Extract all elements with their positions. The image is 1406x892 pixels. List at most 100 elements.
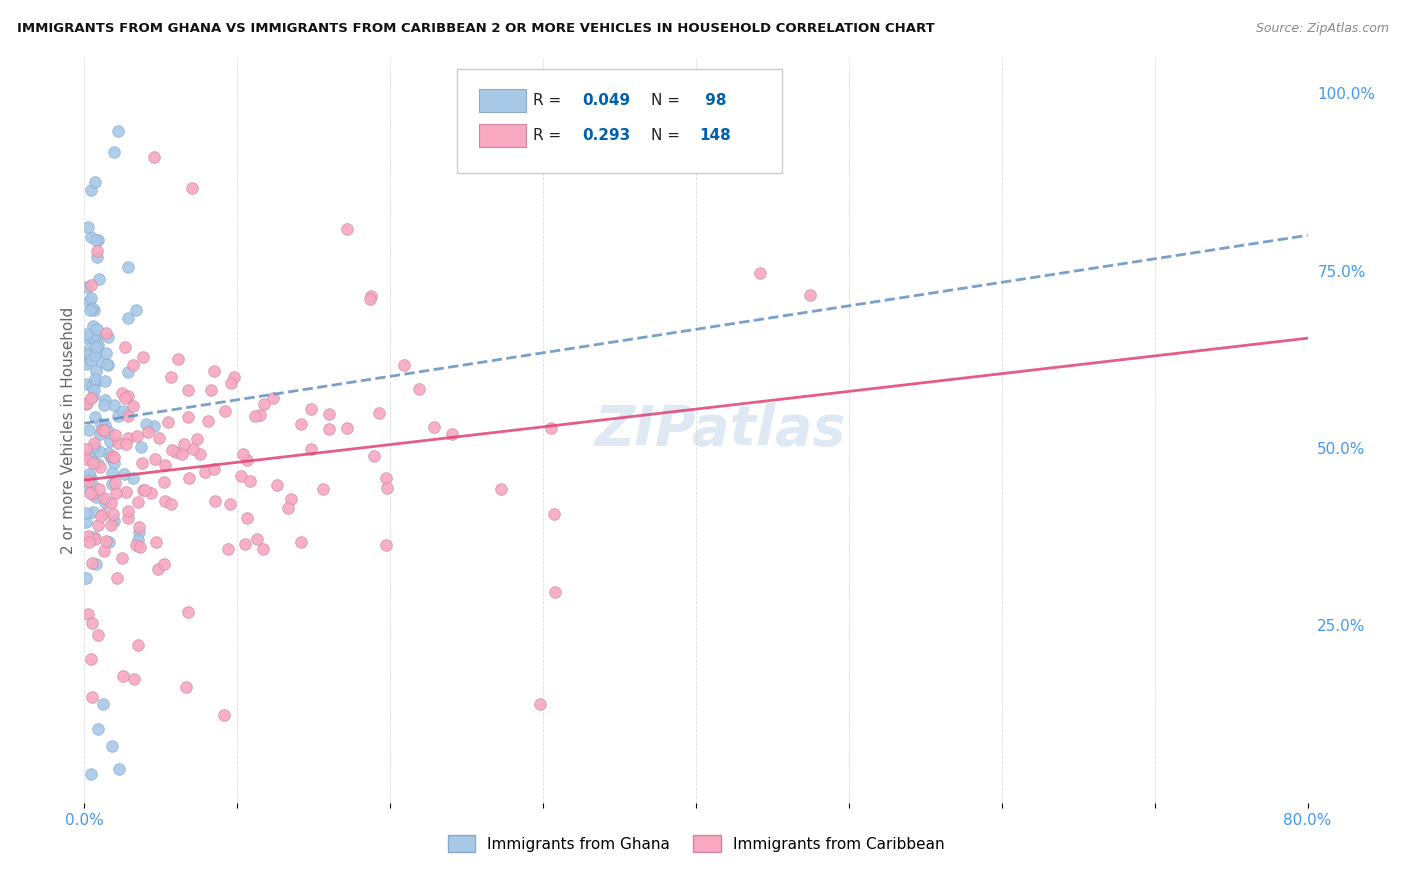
Point xyxy=(84,409,107,424)
Point xyxy=(222,370,245,384)
Point xyxy=(219,497,242,511)
Point xyxy=(115,485,138,500)
Point xyxy=(107,409,129,424)
Point xyxy=(125,429,148,443)
Point xyxy=(75,478,97,492)
Point xyxy=(94,495,117,509)
Point xyxy=(96,330,118,344)
Point xyxy=(249,408,271,422)
Point xyxy=(82,556,104,570)
Point xyxy=(100,451,122,466)
Point xyxy=(87,233,110,247)
Point xyxy=(83,302,105,317)
Point xyxy=(82,379,104,393)
Point xyxy=(128,638,150,652)
Point xyxy=(76,219,98,234)
Point xyxy=(77,448,100,462)
Point xyxy=(90,508,112,523)
Point xyxy=(176,383,198,397)
Point xyxy=(80,291,103,305)
Point xyxy=(75,396,97,410)
Y-axis label: 2 or more Vehicles in Household: 2 or more Vehicles in Household xyxy=(60,307,76,554)
Point xyxy=(131,456,153,470)
Point xyxy=(82,487,104,501)
Point xyxy=(87,444,110,458)
Point xyxy=(80,767,103,781)
Point xyxy=(117,260,139,274)
Text: Source: ZipAtlas.com: Source: ZipAtlas.com xyxy=(1256,22,1389,36)
Point xyxy=(80,391,103,405)
Point xyxy=(217,541,239,556)
Text: IMMIGRANTS FROM GHANA VS IMMIGRANTS FROM CARIBBEAN 2 OR MORE VEHICLES IN HOUSEHO: IMMIGRANTS FROM GHANA VS IMMIGRANTS FROM… xyxy=(17,22,935,36)
Point xyxy=(186,433,208,447)
Text: R =: R = xyxy=(533,128,567,143)
Point xyxy=(529,698,551,712)
Point xyxy=(543,507,565,521)
Point xyxy=(336,221,359,235)
Point xyxy=(172,447,194,461)
Point xyxy=(83,372,105,386)
Point xyxy=(75,353,97,368)
Point xyxy=(160,370,183,384)
Point xyxy=(97,358,120,372)
Point xyxy=(84,333,107,347)
Point xyxy=(180,181,202,195)
Point xyxy=(87,483,110,497)
Point xyxy=(117,389,139,403)
Point xyxy=(290,534,312,549)
Point xyxy=(93,491,115,505)
Point xyxy=(204,493,226,508)
Point xyxy=(80,477,103,491)
Point xyxy=(173,436,195,450)
Point xyxy=(75,357,97,371)
Point xyxy=(80,615,103,630)
Point xyxy=(111,668,134,682)
Point xyxy=(749,266,772,280)
Point xyxy=(318,422,340,436)
Point xyxy=(117,365,139,379)
Point xyxy=(107,571,129,585)
Point xyxy=(122,358,145,372)
Point xyxy=(86,244,108,259)
Point xyxy=(277,500,299,515)
Point xyxy=(87,722,110,736)
Point xyxy=(83,530,105,544)
Point xyxy=(84,346,107,360)
Point xyxy=(197,414,219,428)
Point xyxy=(112,467,135,481)
Point xyxy=(103,456,125,470)
Point xyxy=(219,376,242,390)
Point xyxy=(80,278,103,293)
Point xyxy=(75,506,97,520)
Point xyxy=(82,453,104,467)
Point xyxy=(86,321,108,335)
Point xyxy=(148,562,170,576)
Point xyxy=(96,534,118,549)
Point xyxy=(375,481,398,495)
Point xyxy=(103,450,125,465)
Point xyxy=(77,534,100,549)
Point xyxy=(80,230,103,244)
Point xyxy=(122,672,145,686)
Point xyxy=(79,469,101,483)
Point xyxy=(799,288,821,302)
Point xyxy=(214,403,236,417)
Point xyxy=(80,652,103,666)
Point xyxy=(103,399,125,413)
Point xyxy=(83,384,105,398)
Text: 98: 98 xyxy=(700,93,725,108)
Point xyxy=(100,496,122,510)
Point xyxy=(94,374,117,388)
Point xyxy=(82,389,104,403)
Point xyxy=(127,495,149,509)
Point xyxy=(96,345,118,359)
Point xyxy=(153,558,176,572)
Point xyxy=(75,572,97,586)
Point xyxy=(143,419,166,434)
Point xyxy=(86,339,108,353)
Point xyxy=(76,280,98,294)
Point xyxy=(125,303,148,318)
Point xyxy=(132,483,155,497)
Point xyxy=(104,427,127,442)
Point xyxy=(360,289,382,303)
